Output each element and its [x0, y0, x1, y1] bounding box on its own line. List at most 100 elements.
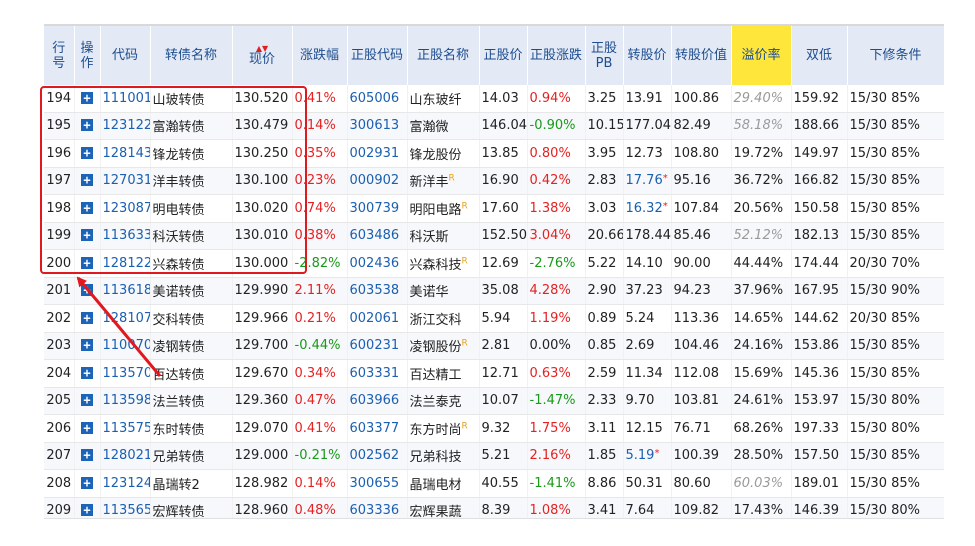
row-operation[interactable]: + — [74, 277, 101, 305]
add-icon[interactable]: + — [81, 476, 93, 489]
add-icon[interactable]: + — [81, 421, 93, 434]
header-premium-rate[interactable]: 溢价率 — [731, 26, 792, 85]
stock-code-link[interactable]: 300655 — [347, 469, 408, 498]
header-stock-pb[interactable]: 正股PB — [585, 26, 624, 85]
add-icon[interactable]: + — [81, 311, 93, 324]
stock-code-link[interactable]: 002061 — [347, 304, 408, 333]
stock-code-link[interactable]: 300613 — [347, 112, 408, 140]
table-row[interactable]: 198 +123087 明电转债 130.020 0.74% 300739 明阳电路R 17.… — [44, 194, 944, 223]
header-row-number[interactable]: 行号 — [44, 26, 75, 85]
bond-code-link[interactable]: 113598 — [100, 387, 151, 415]
bond-code-link[interactable]: 123124 — [100, 469, 151, 498]
add-icon[interactable]: + — [81, 504, 93, 517]
table-row[interactable]: 207 +128021 兄弟转债 129.000 -0.21% 002562 兄弟科技 5.2… — [44, 442, 944, 470]
stock-name[interactable]: 科沃斯 — [407, 222, 480, 250]
stock-code-link[interactable]: 600231 — [347, 332, 408, 360]
stock-name[interactable]: 锋龙股份 — [407, 139, 480, 168]
table-row[interactable]: 203 +110070 凌钢转债 129.700 -0.44% 600231 凌钢股份R 2.… — [44, 332, 944, 360]
bond-code-link[interactable]: 113565 — [100, 497, 151, 518]
row-operation[interactable]: + — [74, 332, 101, 360]
row-operation[interactable]: + — [74, 85, 101, 113]
table-row[interactable]: 194 +111001 山玻转债 130.520 0.41% 605006 山东玻纤 14.0… — [44, 85, 944, 113]
bond-code-link[interactable]: 111001 — [100, 85, 151, 113]
bond-code-link[interactable]: 113570 — [100, 359, 151, 388]
stock-code-link[interactable]: 605006 — [347, 85, 408, 113]
header-stock-price[interactable]: 正股价 — [479, 26, 528, 85]
table-row[interactable]: 205 +113598 法兰转债 129.360 0.47% 603966 法兰泰克 10.0… — [44, 387, 944, 415]
bond-code-link[interactable]: 123087 — [100, 194, 151, 223]
stock-code-link[interactable]: 603331 — [347, 359, 408, 388]
header-change[interactable]: 涨跌幅 — [292, 26, 348, 85]
stock-name[interactable]: 兴森科技R — [407, 249, 480, 278]
header-code[interactable]: 代码 — [100, 26, 151, 85]
header-double-low[interactable]: 双低 — [791, 26, 848, 85]
stock-name[interactable]: 富瀚微 — [407, 112, 480, 140]
row-operation[interactable]: + — [74, 414, 101, 443]
stock-code-link[interactable]: 603538 — [347, 277, 408, 305]
table-row[interactable]: 196 +128143 锋龙转债 130.250 0.35% 002931 锋龙股份 13.8… — [44, 139, 944, 168]
table-row[interactable]: 200 +128122 兴森转债 130.000 -2.82% 002436 兴森科技R 12… — [44, 249, 944, 278]
row-operation[interactable]: + — [74, 469, 101, 498]
bond-code-link[interactable]: 127031 — [100, 167, 151, 195]
table-row[interactable]: 208 +123124 晶瑞转2 128.982 0.14% 300655 晶瑞电材 40.5… — [44, 469, 944, 498]
bond-code-link[interactable]: 128021 — [100, 442, 151, 470]
row-operation[interactable]: + — [74, 222, 101, 250]
bond-code-link[interactable]: 128122 — [100, 249, 151, 278]
row-operation[interactable]: + — [74, 112, 101, 140]
header-bond-name[interactable]: 转债名称 — [150, 26, 233, 85]
row-operation[interactable]: + — [74, 139, 101, 168]
stock-code-link[interactable]: 300739 — [347, 194, 408, 223]
stock-code-link[interactable]: 000902 — [347, 167, 408, 195]
row-operation[interactable]: + — [74, 194, 101, 223]
add-icon[interactable]: + — [81, 146, 93, 159]
row-operation[interactable]: + — [74, 442, 101, 470]
bond-code-link[interactable]: 113618 — [100, 277, 151, 305]
stock-code-link[interactable]: 603377 — [347, 414, 408, 443]
row-operation[interactable]: + — [74, 497, 101, 518]
stock-name[interactable]: 百达精工 — [407, 359, 480, 388]
row-operation[interactable]: + — [74, 387, 101, 415]
add-icon[interactable]: + — [81, 339, 93, 352]
bond-code-link[interactable]: 110070 — [100, 332, 151, 360]
stock-name[interactable]: 法兰泰克 — [407, 387, 480, 415]
table-row[interactable]: 195 +123122 富瀚转债 130.479 0.14% 300613 富瀚微 146.0… — [44, 112, 944, 140]
row-operation[interactable]: + — [74, 359, 101, 388]
table-row[interactable]: 201 +113618 美诺转债 129.990 2.11% 603538 美诺华 35.08… — [44, 277, 944, 305]
add-icon[interactable]: + — [81, 449, 93, 462]
table-row[interactable]: 199 +113633 科沃转债 130.010 0.38% 603486 科沃斯 152.5… — [44, 222, 944, 250]
add-icon[interactable]: + — [81, 366, 93, 379]
header-stock-name[interactable]: 正股名称 — [407, 26, 480, 85]
stock-code-link[interactable]: 603966 — [347, 387, 408, 415]
stock-name[interactable]: 明阳电路R — [407, 194, 480, 223]
stock-code-link[interactable]: 603486 — [347, 222, 408, 250]
header-conversion-price[interactable]: 转股价 — [623, 26, 672, 85]
table-row[interactable]: 209 +113565 宏辉转债 128.960 0.48% 603336 宏辉果蔬 8.39… — [44, 497, 944, 518]
add-icon[interactable]: + — [81, 284, 93, 297]
add-icon[interactable]: + — [81, 119, 93, 132]
header-conversion-value[interactable]: 转股价值 — [671, 26, 732, 85]
add-icon[interactable]: + — [81, 201, 93, 214]
stock-name[interactable]: 美诺华 — [407, 277, 480, 305]
stock-name[interactable]: 兄弟科技 — [407, 442, 480, 470]
stock-name[interactable]: 晶瑞电材 — [407, 469, 480, 498]
header-stock-change[interactable]: 正股涨跌 — [527, 26, 586, 85]
table-row[interactable]: 204 +113570 百达转债 129.670 0.34% 603331 百达精工 12.7… — [44, 359, 944, 388]
row-operation[interactable]: + — [74, 167, 101, 195]
header-price[interactable]: ▲▼ 现价 — [232, 26, 293, 85]
stock-name[interactable]: 宏辉果蔬 — [407, 497, 480, 518]
bond-code-link[interactable]: 128143 — [100, 139, 151, 168]
stock-code-link[interactable]: 002931 — [347, 139, 408, 168]
stock-code-link[interactable]: 002562 — [347, 442, 408, 470]
bond-code-link[interactable]: 113633 — [100, 222, 151, 250]
add-icon[interactable]: + — [81, 394, 93, 407]
bond-code-link[interactable]: 123122 — [100, 112, 151, 140]
bond-code-link[interactable]: 113575 — [100, 414, 151, 443]
bond-code-link[interactable]: 128107 — [100, 304, 151, 333]
stock-name[interactable]: 凌钢股份R — [407, 332, 480, 360]
add-icon[interactable]: + — [81, 229, 93, 242]
stock-name[interactable]: 浙江交科 — [407, 304, 480, 333]
row-operation[interactable]: + — [74, 304, 101, 333]
stock-code-link[interactable]: 603336 — [347, 497, 408, 518]
table-row[interactable]: 202 +128107 交科转债 129.966 0.21% 002061 浙江交科 5.94… — [44, 304, 944, 333]
table-row[interactable]: 206 +113575 东时转债 129.070 0.41% 603377 东方时尚R 9.3… — [44, 414, 944, 443]
